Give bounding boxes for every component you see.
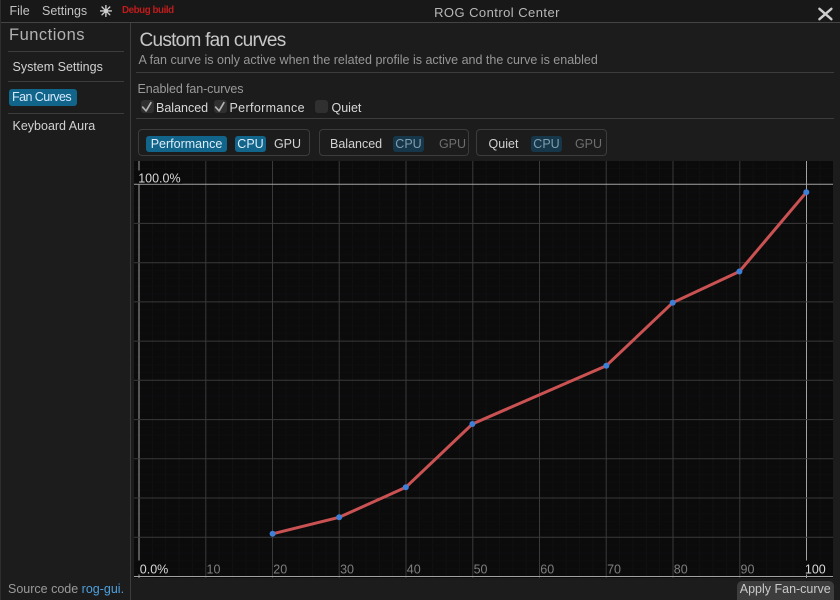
svg-text:100.0%: 100.0% xyxy=(138,172,180,186)
svg-text:90: 90 xyxy=(741,562,755,576)
svg-text:100: 100 xyxy=(805,562,826,576)
svg-text:20: 20 xyxy=(273,562,287,576)
svg-text:30: 30 xyxy=(340,562,354,576)
svg-text:80: 80 xyxy=(674,562,688,576)
svg-text:40: 40 xyxy=(407,562,421,576)
svg-text:70: 70 xyxy=(607,562,621,576)
svg-text:10: 10 xyxy=(207,562,221,576)
svg-text:0.0%: 0.0% xyxy=(140,562,169,576)
svg-text:60: 60 xyxy=(540,562,554,576)
svg-text:50: 50 xyxy=(474,562,488,576)
